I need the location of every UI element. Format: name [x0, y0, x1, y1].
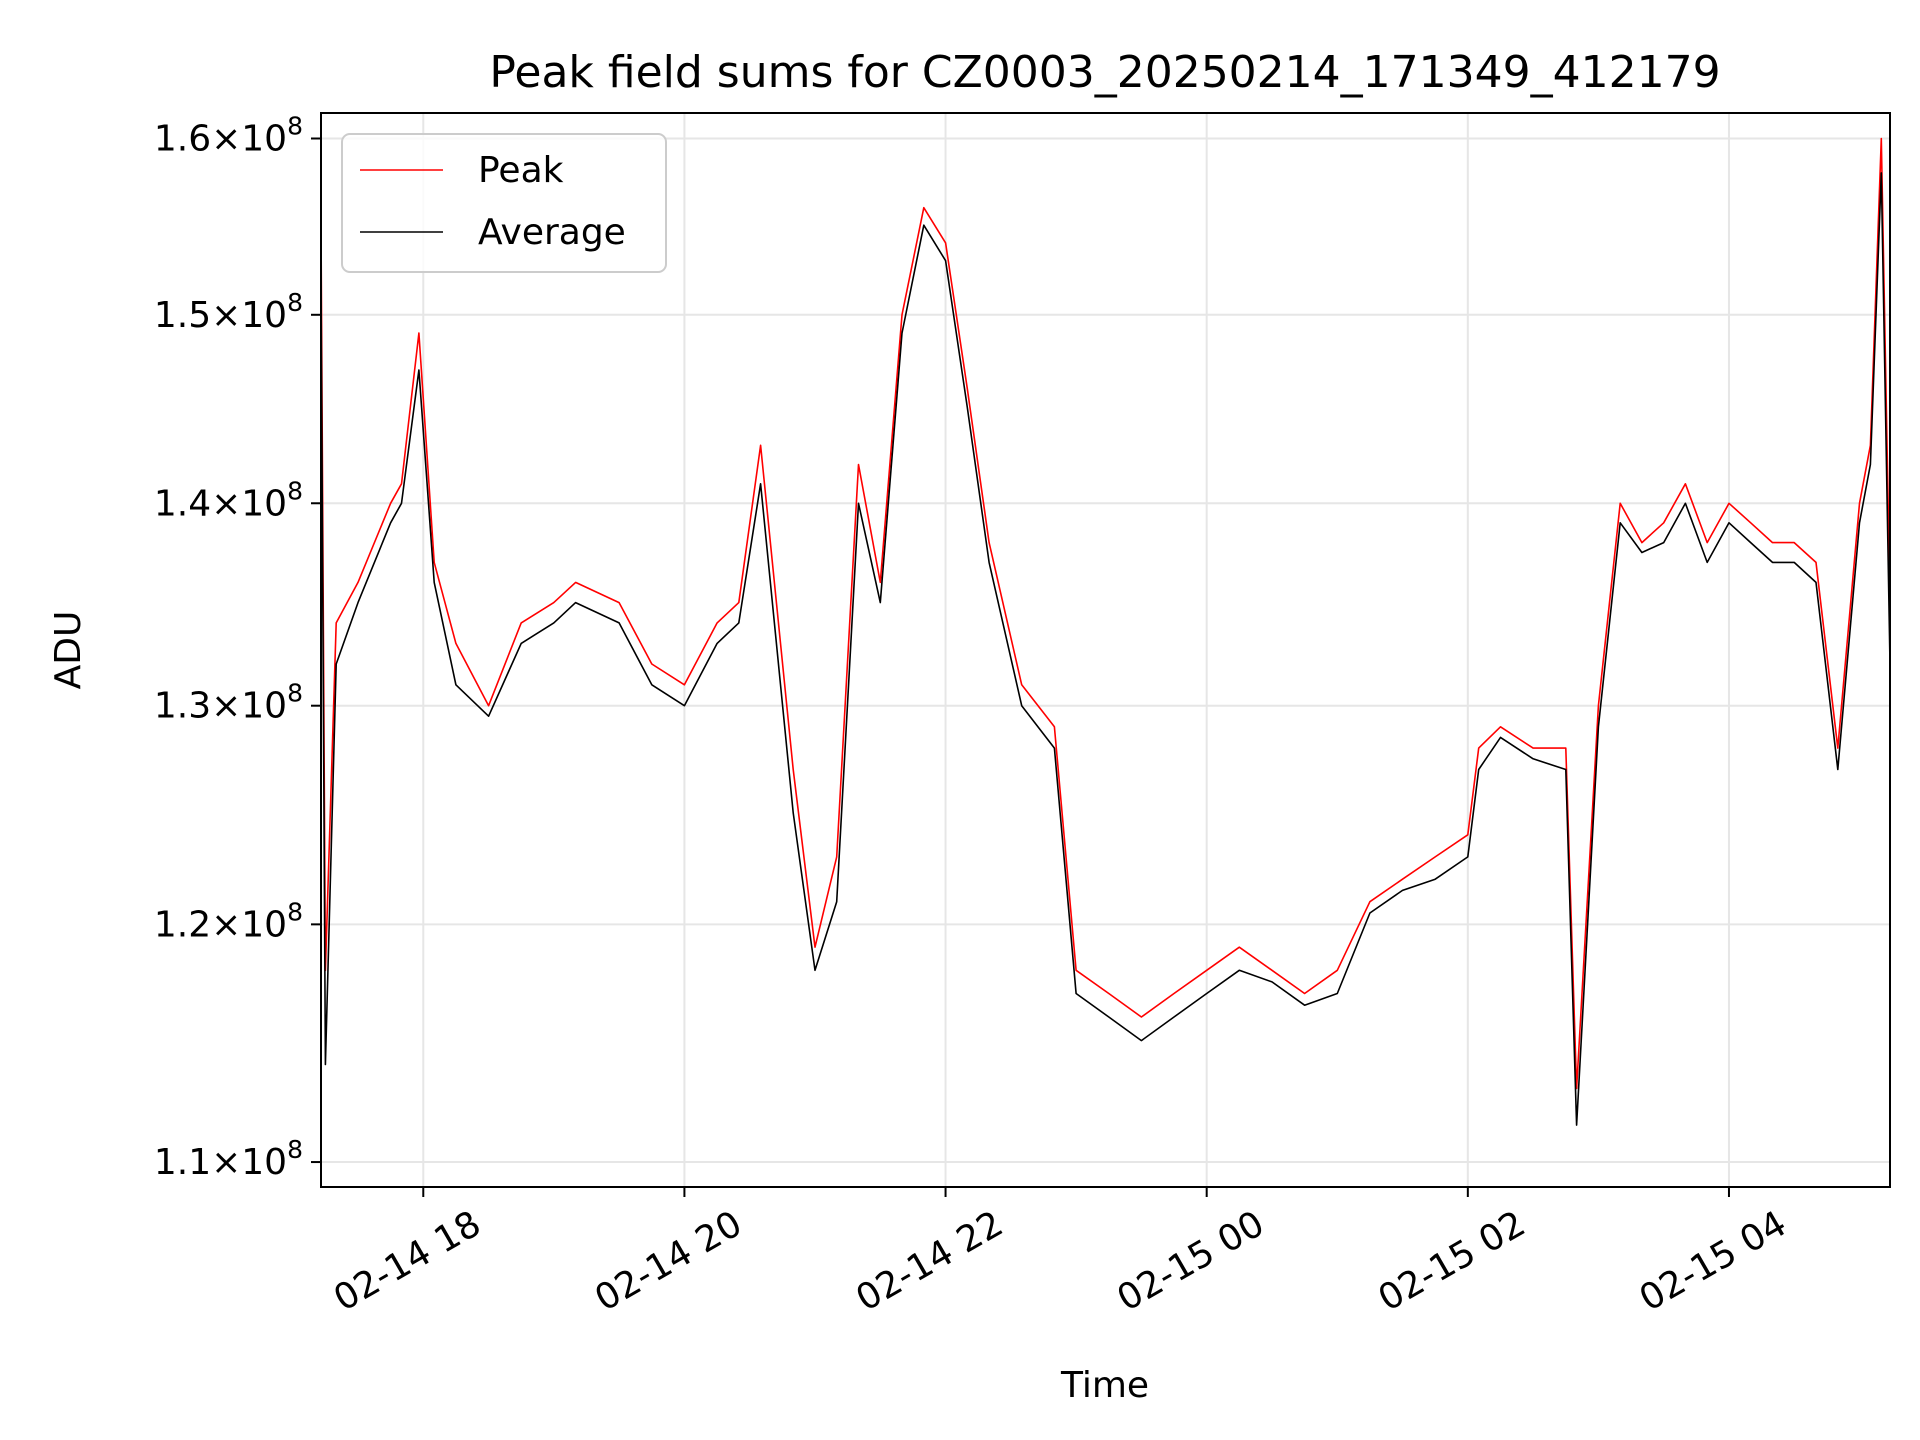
legend-label-peak: Peak: [478, 150, 564, 191]
y-tick-mantissa: 1.4: [154, 483, 211, 524]
plot-area-frame: [320, 112, 1891, 1188]
y-tick-exponent: 8: [287, 476, 303, 505]
y-tick-mantissa: 1.2: [154, 904, 211, 945]
grid-lines: [321, 113, 1890, 1187]
legend-label-average: Average: [478, 212, 626, 253]
chart-title: Peak field sums for CZ0003_20250214_1713…: [489, 47, 1720, 98]
y-axis: 1.1×1081.2×1081.3×1081.4×1081.5×1081.6×1…: [154, 111, 321, 1183]
y-tick-label: 1.1×108: [154, 1135, 303, 1183]
y-tick-mantissa: 1.6: [154, 118, 211, 159]
legend: Peak Average: [341, 133, 667, 273]
y-tick-mantissa: 1.5: [154, 295, 211, 336]
y-tick-times: ×10: [211, 118, 287, 159]
y-tick-label: 1.4×108: [154, 476, 303, 524]
y-tick-exponent: 8: [287, 288, 303, 317]
y-tick-times: ×10: [211, 686, 287, 727]
y-tick-exponent: 8: [287, 1135, 303, 1164]
y-tick-exponent: 8: [287, 679, 303, 708]
x-axis-label: Time: [1060, 1365, 1149, 1406]
y-tick-label: 1.2×108: [154, 897, 303, 945]
y-axis-label: ADU: [48, 611, 89, 690]
y-tick-exponent: 8: [287, 111, 303, 140]
y-tick-mantissa: 1.3: [154, 686, 211, 727]
y-tick-times: ×10: [211, 483, 287, 524]
legend-box: [341, 133, 667, 273]
y-tick-times: ×10: [211, 1142, 287, 1183]
y-tick-times: ×10: [211, 295, 287, 336]
series-line-peak: [321, 137, 1890, 1090]
series-line-average: [321, 172, 1890, 1126]
y-tick-label: 1.6×108: [154, 111, 303, 159]
y-tick-times: ×10: [211, 904, 287, 945]
y-tick-label: 1.3×108: [154, 679, 303, 727]
y-tick-mantissa: 1.1: [154, 1142, 211, 1183]
y-tick-label: 1.5×108: [154, 288, 303, 336]
y-tick-exponent: 8: [287, 897, 303, 926]
